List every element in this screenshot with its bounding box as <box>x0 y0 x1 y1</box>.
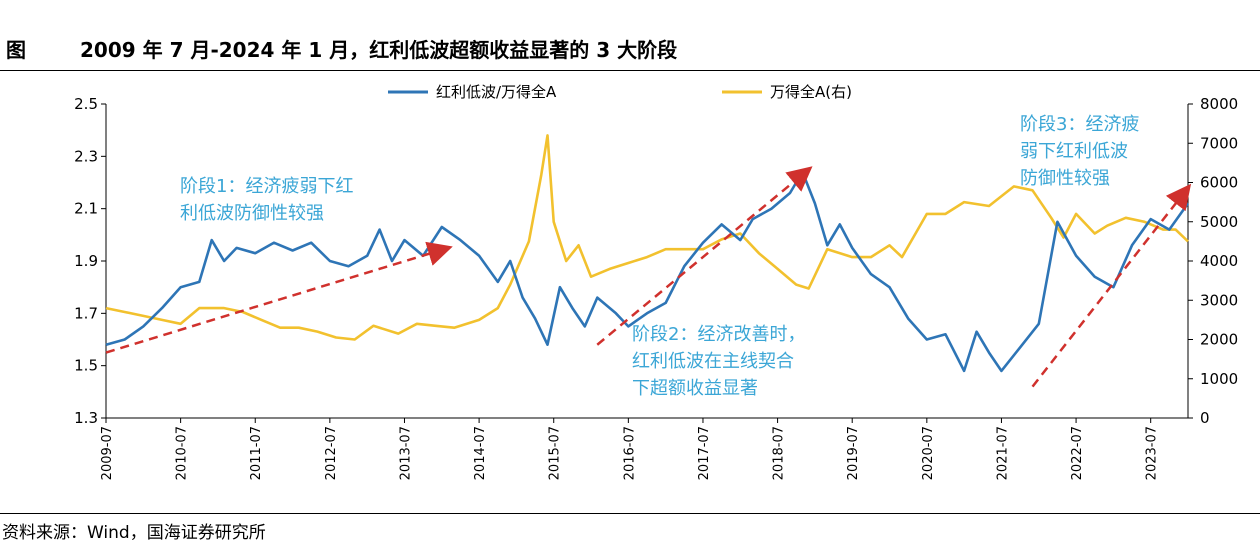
y-right-tick-label: 5000 <box>1200 213 1238 231</box>
title-divider <box>0 70 1260 71</box>
y-right-tick-label: 2000 <box>1200 331 1238 349</box>
stage-annotation-line: 利低波防御性较强 <box>180 203 324 224</box>
figure-title-text: 2009 年 7 月-2024 年 1 月，红利低波超额收益显著的 3 大阶段 <box>80 38 678 62</box>
x-tick-label: 2019-07 <box>846 426 861 480</box>
legend-index-label: 万得全A(右) <box>770 83 852 101</box>
x-tick-label: 2010-07 <box>175 426 190 480</box>
y-left-tick-label: 1.9 <box>74 252 98 270</box>
trend-arrow <box>596 166 813 346</box>
x-tick-label: 2022-07 <box>1070 426 1085 480</box>
y-right-tick-label: 3000 <box>1200 291 1238 309</box>
x-tick-label: 2020-07 <box>921 426 936 480</box>
y-left-tick-label: 1.3 <box>74 409 98 427</box>
x-tick-label: 2023-07 <box>1145 426 1160 480</box>
x-tick-label: 2021-07 <box>995 426 1010 480</box>
stage-annotation-line: 红利低波在主线契合 <box>632 351 794 372</box>
y-left-tick-label: 1.5 <box>74 357 98 375</box>
x-tick-label: 2017-07 <box>697 426 712 480</box>
source-note: 资料来源：Wind，国海证券研究所 <box>2 523 266 543</box>
x-tick-label: 2018-07 <box>772 426 787 480</box>
chart: 1.3 1.5 1.7 1.9 2.1 2.3 2.5 0 1000 2000 3000 4000 50… <box>74 83 1238 480</box>
stage-annotation-line: 阶段1：经济疲弱下红 <box>180 176 353 197</box>
figure-label: 图 <box>6 38 26 62</box>
y-left-tick-label: 1.7 <box>74 304 98 322</box>
figure-title: 图 2009 年 7 月-2024 年 1 月，红利低波超额收益显著的 3 大阶… <box>0 34 1260 64</box>
x-tick-label: 2013-07 <box>398 426 413 480</box>
legend-ratio-label: 红利低波/万得全A <box>436 83 557 101</box>
x-tick-label: 2016-07 <box>622 426 637 480</box>
footer-divider <box>0 513 1260 514</box>
stage-annotation-line: 阶段2：经济改善时， <box>632 324 805 345</box>
y-left-tick-label: 2.3 <box>74 147 98 165</box>
series-line-index <box>105 134 1189 341</box>
x-tick-label: 2012-07 <box>324 426 339 480</box>
y-right-tick-label: 1000 <box>1200 370 1238 388</box>
x-tick-label: 2011-07 <box>249 426 264 480</box>
stage-annotation-line: 弱下红利低波 <box>1020 141 1128 162</box>
trend-arrow <box>1031 183 1192 388</box>
y-right-tick-label: 6000 <box>1200 174 1238 192</box>
y-right-tick-label: 8000 <box>1200 95 1238 113</box>
stage-annotation-line: 下超额收益显著 <box>632 378 758 399</box>
y-left-tick-label: 2.5 <box>74 95 98 113</box>
stage-annotation-line: 防御性较强 <box>1020 168 1110 189</box>
y-right-tick-label: 4000 <box>1200 252 1238 270</box>
y-left-tick-label: 2.1 <box>74 200 98 218</box>
stage-annotation-line: 阶段3：经济疲 <box>1020 114 1139 135</box>
x-tick-label: 2015-07 <box>548 426 563 480</box>
y-right-tick-label: 0 <box>1200 409 1210 427</box>
x-tick-label: 2014-07 <box>473 426 488 480</box>
y-right-tick-label: 7000 <box>1200 134 1238 152</box>
series-line-ratio <box>105 170 1190 373</box>
x-tick-label: 2009-07 <box>100 426 115 480</box>
trend-arrow <box>105 241 453 354</box>
